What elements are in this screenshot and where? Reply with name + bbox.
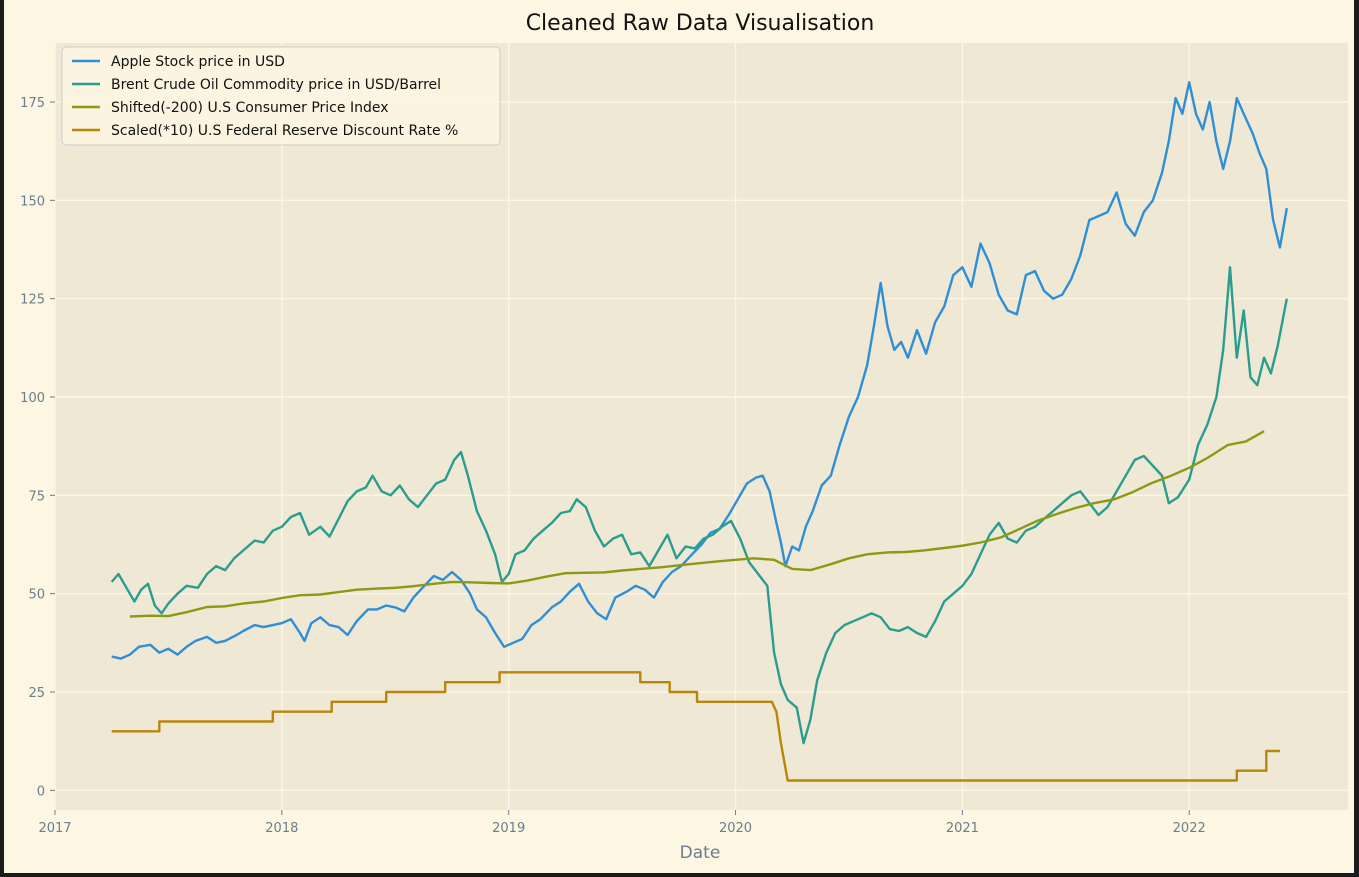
legend-items: Apple Stock price in USD Brent Crude Oil …	[72, 54, 458, 139]
cpi-line	[129, 430, 1265, 618]
legend: Apple Stock price in USD Brent Crude Oil …	[61, 46, 501, 146]
y-tick-label: 0	[37, 784, 45, 799]
legend-label: Brent Crude Oil Commodity price in USD/B…	[111, 77, 441, 93]
x-tick-label: 2018	[265, 821, 298, 836]
y-tick-label: 150	[20, 194, 45, 209]
series-lines	[110, 81, 1288, 782]
x-tick-label: 2019	[492, 821, 525, 836]
x-tick-label: 2022	[1173, 821, 1206, 836]
brent-oil-line	[110, 266, 1288, 745]
discount-rate-line	[111, 671, 1280, 782]
chart-title: Cleaned Raw Data Visualisation	[526, 11, 875, 36]
y-tick-label: 175	[20, 96, 45, 111]
x-axis-title: Date	[680, 843, 721, 863]
y-tick-label: 25	[28, 686, 45, 701]
legend-label: Scaled(*10) U.S Federal Reserve Discount…	[111, 123, 458, 139]
x-tick-label: 2020	[719, 821, 752, 836]
x-tick-label: 2021	[946, 821, 979, 836]
legend-box	[61, 46, 501, 146]
plot-area	[55, 43, 1348, 810]
y-tick-label: 50	[28, 588, 45, 603]
grid-lines	[54, 43, 1348, 810]
tick-labels: 2017 2018 2019 2020 2021 2022 0 25 50 75 100 125 150…	[20, 96, 1206, 836]
legend-label: Shifted(-200) U.S Consumer Price Index	[111, 100, 388, 116]
y-tick-label: 100	[20, 391, 45, 406]
y-tick-label: 75	[28, 489, 45, 504]
legend-label: Apple Stock price in USD	[111, 54, 285, 70]
apple-stock-line	[111, 81, 1288, 660]
x-tick-label: 2017	[38, 821, 71, 836]
y-tick-label: 125	[20, 293, 45, 308]
